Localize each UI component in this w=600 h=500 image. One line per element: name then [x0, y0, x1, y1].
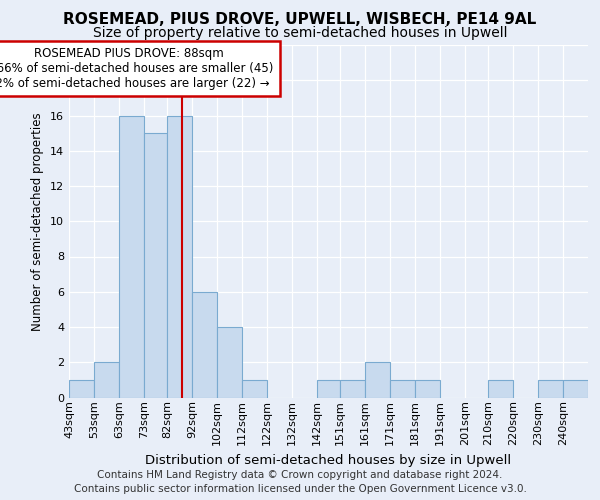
Bar [390, 380, 415, 398]
Text: ROSEMEAD, PIUS DROVE, UPWELL, WISBECH, PE14 9AL: ROSEMEAD, PIUS DROVE, UPWELL, WISBECH, P… [64, 12, 536, 28]
Bar [69, 380, 94, 398]
Bar [144, 133, 167, 398]
Bar [340, 380, 365, 398]
Bar [538, 380, 563, 398]
Bar [192, 292, 217, 398]
Bar [415, 380, 440, 398]
Text: Size of property relative to semi-detached houses in Upwell: Size of property relative to semi-detach… [93, 26, 507, 40]
Bar [119, 116, 144, 398]
Bar [488, 380, 513, 398]
Bar [365, 362, 390, 398]
Text: Contains HM Land Registry data © Crown copyright and database right 2024.
Contai: Contains HM Land Registry data © Crown c… [74, 470, 526, 494]
Bar [563, 380, 588, 398]
Bar [317, 380, 340, 398]
Bar [94, 362, 119, 398]
Bar [242, 380, 267, 398]
Y-axis label: Number of semi-detached properties: Number of semi-detached properties [31, 112, 44, 330]
Bar [167, 116, 192, 398]
Bar [217, 327, 242, 398]
Text: ROSEMEAD PIUS DROVE: 88sqm
← 66% of semi-detached houses are smaller (45)
32% of: ROSEMEAD PIUS DROVE: 88sqm ← 66% of semi… [0, 47, 274, 90]
X-axis label: Distribution of semi-detached houses by size in Upwell: Distribution of semi-detached houses by … [145, 454, 512, 466]
